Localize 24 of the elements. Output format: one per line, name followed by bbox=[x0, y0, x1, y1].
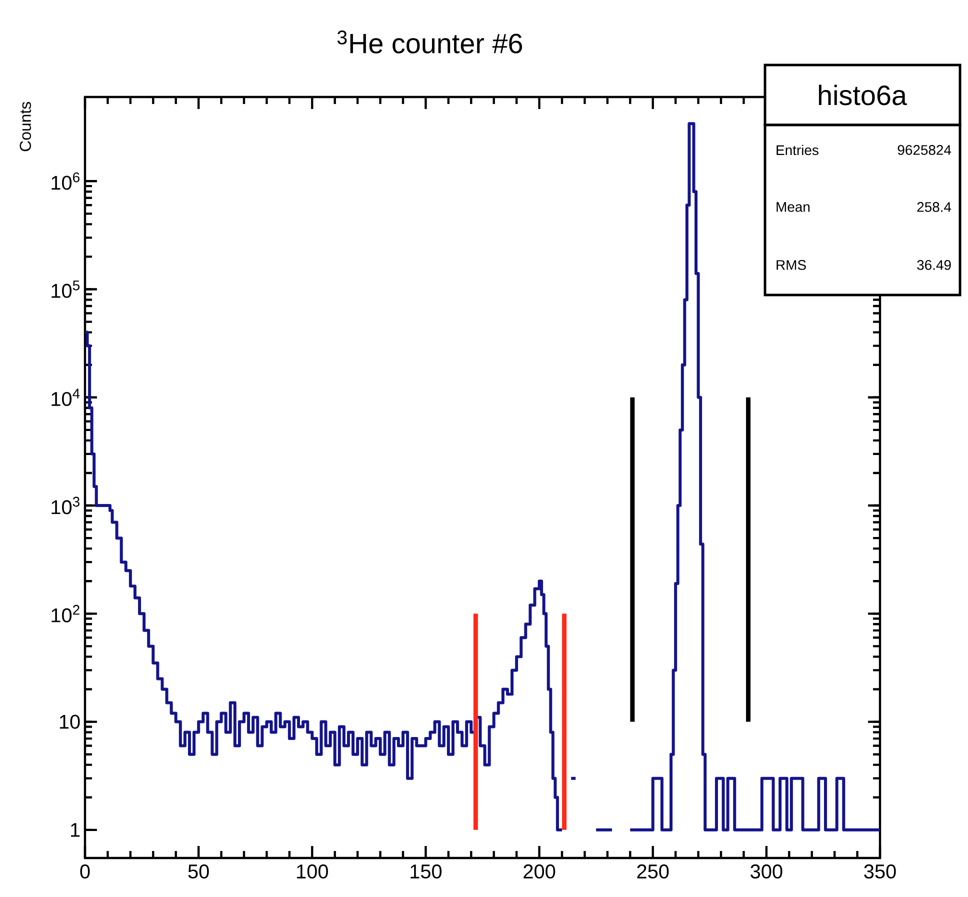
x-tick-label: 200 bbox=[524, 864, 556, 879]
y-tick-label: 10$^{4}$ bbox=[52, 388, 80, 406]
annotation: Entries bbox=[776, 144, 818, 156]
y-tick-label: 10$^{3}$ bbox=[52, 496, 80, 514]
text: 258.4 bbox=[917, 202, 952, 212]
x-tick-label: 350 bbox=[864, 864, 896, 879]
chart-title: $^{3}$He counter #6 bbox=[337, 30, 522, 54]
x-tick-label: 250 bbox=[637, 864, 669, 879]
text: 9625824 bbox=[898, 145, 952, 155]
x-tick-label: 100 bbox=[297, 864, 328, 879]
x-tick-label: 50 bbox=[188, 864, 209, 879]
y-tick-label: 10 bbox=[60, 714, 80, 729]
x-tick-label: 300 bbox=[750, 864, 782, 879]
text: 36.49 bbox=[917, 260, 951, 270]
y-tick-label: 1 bbox=[71, 823, 80, 837]
y-tick-label: 10$^{5}$ bbox=[52, 280, 80, 298]
x-tick-label: 0 bbox=[80, 864, 90, 879]
annotation: histo6a bbox=[818, 84, 907, 106]
y-tick-label: 10$^{2}$ bbox=[52, 604, 80, 622]
x-tick-label: 150 bbox=[410, 864, 442, 879]
annotation: Mean bbox=[776, 202, 810, 212]
y-tick-label: 10$^{6}$ bbox=[52, 172, 80, 190]
y-axis-title: Counts bbox=[20, 102, 32, 152]
annotation: RMS bbox=[776, 260, 806, 270]
